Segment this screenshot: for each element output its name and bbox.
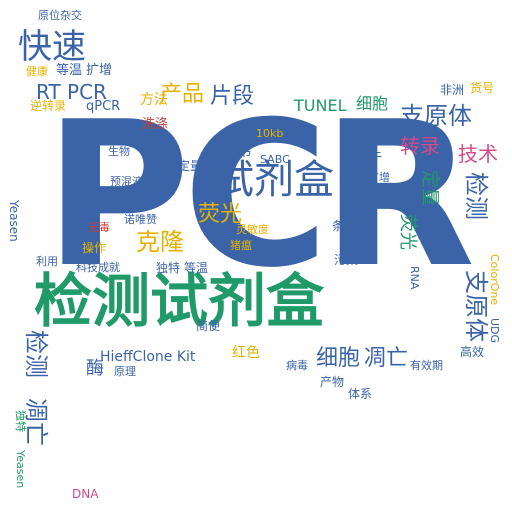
word-diaowang-1: 凋亡 [364,346,409,371]
word-nizhuanlu: 逆转录 [30,99,67,113]
word-xibao-1: 细胞 [356,94,389,113]
word-yeasen-1: Yeasen [14,450,27,489]
word-pcr: PCR [44,79,475,312]
word-zhiyuanti-1: 支原体 [400,102,472,130]
word-zhiyuanti-2: 支原体 [462,270,490,342]
word-chanpin: 产品 [160,82,205,107]
word-mei: 酶 [86,358,104,379]
word-shenghuo: 生活 [340,235,362,248]
word-colorone: ColorOne [488,254,501,306]
word-dingliang-2: 定量 [419,170,440,206]
word-yingguang-1: 荧光 [198,202,243,227]
word-huohao: 货号 [470,81,495,95]
word-xibao-2: 细胞 [316,346,361,371]
word-pianduan: 片段 [210,84,255,109]
word-liyong: 利用 [36,255,58,268]
word-yingguang-2: 荧光 [397,214,418,250]
word-yuhunye: 预混液 [110,175,143,188]
word-jishu: 技术 [458,142,498,166]
word-dengwen-1: 等温 [56,63,83,78]
word-gaoxiao: 高效 [460,345,485,359]
word-sabc: SABC [260,153,290,166]
word-shijihe: 试剂盒 [214,157,334,203]
word-dengwen-2: 等温 [184,261,209,275]
word-yongyu: 用于 [356,151,383,166]
word-lingmindu: 灵敏度 [236,223,269,236]
word-jiankang: 健康 [26,65,48,78]
word-caozuo: 操作 [82,241,107,255]
word-chanwu: 产物 [320,375,345,389]
word-zaiti: 载体 [400,190,413,212]
word-diaowang-2: 凋亡 [22,398,50,446]
word-kuozeng-1: 扩增 [86,63,113,78]
word-hieffclone-kit: HieffClone Kit [100,349,196,365]
word-zhuwen: 猪瘟 [230,239,252,252]
word-kejichengjiu: 科技成就 [76,261,120,274]
word-yuanwei-zajiao: 原位杂交 [38,9,82,22]
word-dna: DNA [72,487,99,501]
word-dingliang-1: 定量 [178,159,203,173]
word-feizhou: 非洲 [440,83,465,97]
word-tunel: TUNEL [294,96,347,115]
word-dute-1: 独特 [156,261,181,275]
word-rt-pcr: RT PCR [36,80,107,104]
word-shengwu: 生物 [108,145,130,158]
word-jianbian: 简便 [196,319,221,333]
word-qpcr: qPCR [86,99,121,114]
word-yeasen-2: Yeasen [7,200,21,242]
word-wudu: 无毒 [88,221,110,234]
word-10kb: 10kb [256,127,284,140]
word-jiance-2: 检测 [22,330,50,378]
word-yuanli: 原理 [114,365,136,378]
word-fangfa: 方法 [140,92,168,108]
word-wuran: 污染 [334,253,359,267]
word-bingdu: 病毒 [286,359,308,372]
word-youxiaoqi: 有效期 [410,359,443,372]
word-shuomingshu: 说明书 [212,145,252,160]
word-xidi: 洗涤 [142,117,169,132]
word-rna: RNA [408,266,421,290]
word-zhuanlu: 转录 [400,134,440,158]
word-kelong: 克隆 [136,228,184,256]
word-nuoweizan: 诺唯赞 [124,213,157,226]
word-jiance-1: 检测 [462,172,490,220]
word-jiance-shijihe: 检测试剂盒 [34,267,325,335]
word-dute-2: 独特 [14,410,27,432]
word-hongse: 红色 [232,345,260,361]
word-kuaisu: 快速 [18,27,86,67]
word-tiaojian: 条件 [332,219,357,233]
word-kuozeng-2: 扩增 [368,171,390,184]
word-tixi: 体系 [348,387,373,401]
word-udg: UDG [488,318,501,344]
